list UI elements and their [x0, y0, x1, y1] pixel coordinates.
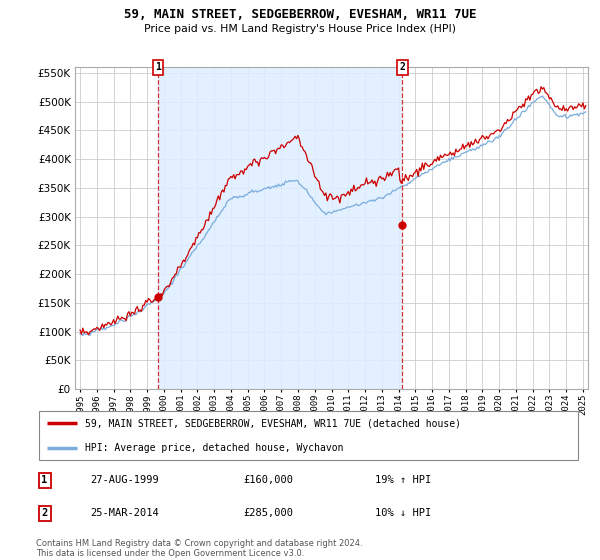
Text: 25-MAR-2014: 25-MAR-2014 — [91, 508, 160, 519]
Text: Price paid vs. HM Land Registry's House Price Index (HPI): Price paid vs. HM Land Registry's House … — [144, 24, 456, 34]
Text: 27-AUG-1999: 27-AUG-1999 — [91, 475, 160, 486]
Text: 1: 1 — [41, 475, 48, 486]
Text: 59, MAIN STREET, SEDGEBERROW, EVESHAM, WR11 7UE (detached house): 59, MAIN STREET, SEDGEBERROW, EVESHAM, W… — [85, 418, 461, 428]
Text: £160,000: £160,000 — [244, 475, 293, 486]
Text: 2: 2 — [400, 62, 406, 72]
Bar — [158, 67, 403, 389]
Text: 1: 1 — [155, 62, 161, 72]
FancyBboxPatch shape — [39, 411, 578, 460]
Text: 19% ↑ HPI: 19% ↑ HPI — [374, 475, 431, 486]
Text: £285,000: £285,000 — [244, 508, 293, 519]
Text: HPI: Average price, detached house, Wychavon: HPI: Average price, detached house, Wych… — [85, 442, 344, 452]
Text: Contains HM Land Registry data © Crown copyright and database right 2024.
This d: Contains HM Land Registry data © Crown c… — [36, 539, 362, 558]
Text: 59, MAIN STREET, SEDGEBERROW, EVESHAM, WR11 7UE: 59, MAIN STREET, SEDGEBERROW, EVESHAM, W… — [124, 8, 476, 21]
Text: 2: 2 — [41, 508, 48, 519]
Text: 10% ↓ HPI: 10% ↓ HPI — [374, 508, 431, 519]
